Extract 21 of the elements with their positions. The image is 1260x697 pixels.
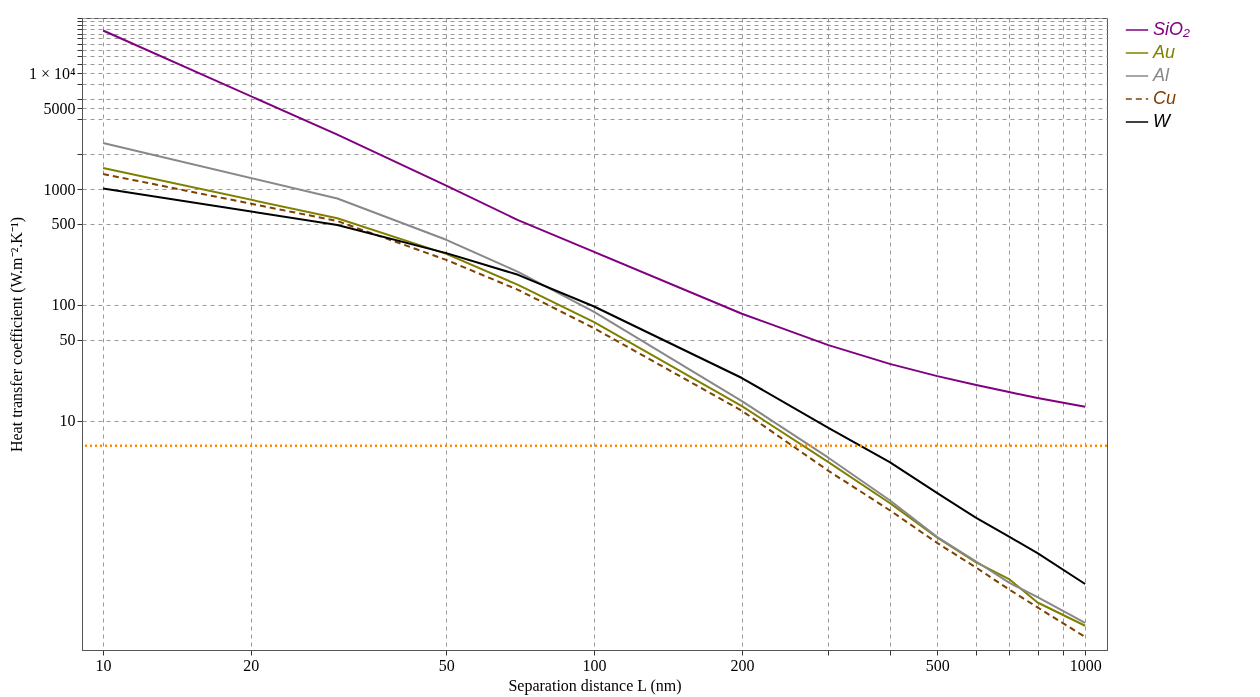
x-tick-label: 20 [243,656,260,674]
legend-label: Au [1152,42,1176,62]
y-tick-label: 500 [51,215,76,233]
x-tick-label: 500 [925,656,950,674]
x-axis-title: Separation distance L (nm) [508,676,682,695]
x-tick-label: 100 [582,656,607,674]
y-tick-label: 5000 [43,99,76,117]
y-tick-label: 1000 [43,180,76,198]
x-tick-label: 200 [730,656,755,674]
x-tick-label: 50 [438,656,455,674]
x-tick-label: 10 [95,656,112,674]
y-tick-label: 100 [51,296,76,314]
legend-label: Al [1152,65,1171,85]
y-tick-label: 10 [59,412,76,430]
legend-label: Cu [1153,88,1177,108]
y-axis-title: Heat transfer coefficient (W.m⁻².K⁻¹) [7,216,26,453]
y-tick-label: 1 × 10⁴ [28,64,76,82]
x-tick-label: 1000 [1069,656,1102,674]
legend-label: SiO₂ [1153,19,1191,39]
legend-label: W [1153,111,1172,131]
y-tick-label: 50 [59,331,76,349]
